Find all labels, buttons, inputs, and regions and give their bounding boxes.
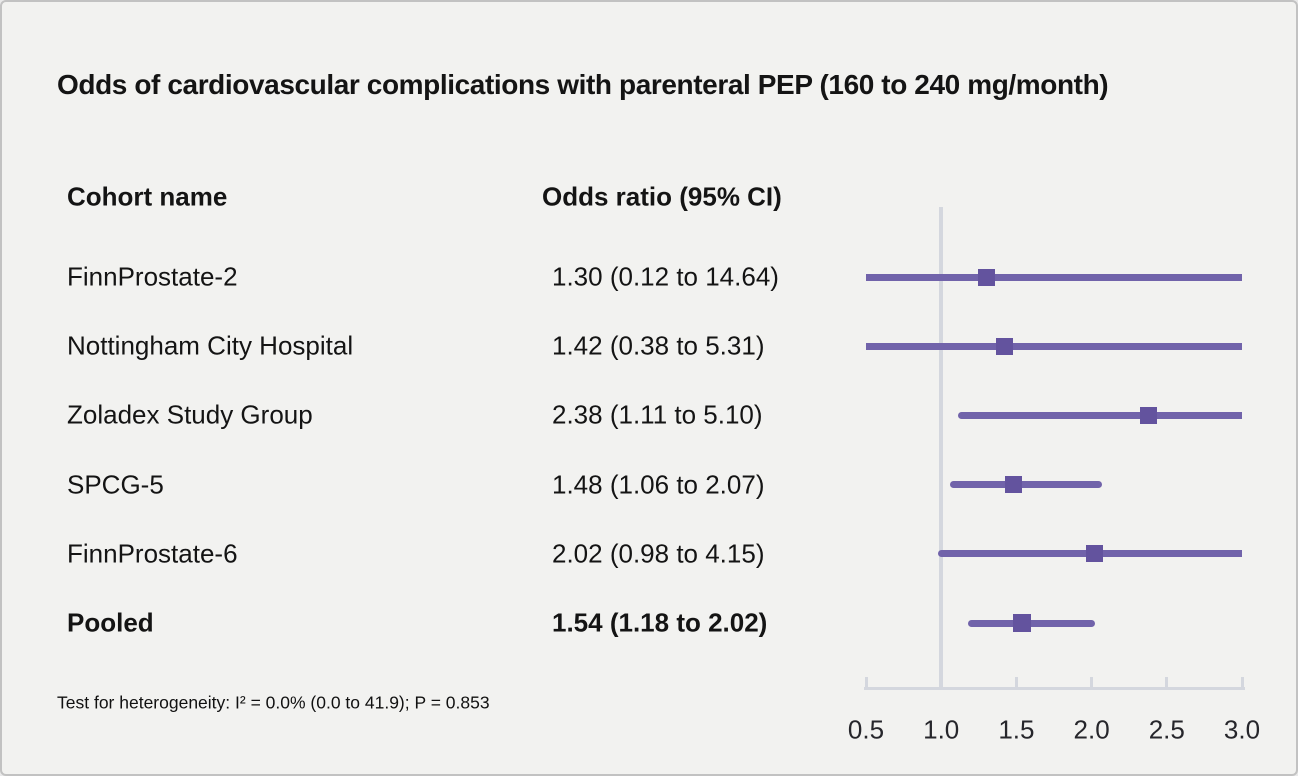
odds-ratio-marker <box>977 268 995 286</box>
odds-ratio-value: 2.38 (1.11 to 5.10) <box>552 399 763 430</box>
ci-line <box>866 342 1242 350</box>
reference-line <box>939 207 944 687</box>
odds-ratio-marker <box>1140 406 1158 424</box>
x-axis-line <box>864 687 1245 690</box>
ci-line <box>957 411 1242 419</box>
odds-ratio-value: 2.02 (0.98 to 4.15) <box>552 538 765 569</box>
column-header-odds-ratio: Odds ratio (95% CI) <box>542 181 782 212</box>
heterogeneity-footnote: Test for heterogeneity: I² = 0.0% (0.0 t… <box>57 692 490 713</box>
axis-tick <box>1090 677 1094 687</box>
odds-ratio-value: 1.42 (0.38 to 5.31) <box>552 330 765 361</box>
axis-tick-label: 1.5 <box>998 714 1035 745</box>
odds-ratio-marker <box>1086 545 1104 563</box>
odds-ratio-marker <box>1004 476 1022 494</box>
odds-ratio-value: 1.48 (1.06 to 2.07) <box>552 469 765 500</box>
axis-tick-label: 2.0 <box>1073 714 1110 745</box>
odds-ratio-value: 1.30 (0.12 to 14.64) <box>552 261 779 292</box>
axis-tick <box>1240 677 1244 687</box>
axis-tick <box>864 677 868 687</box>
ci-line <box>866 273 1242 281</box>
cohort-label: Zoladex Study Group <box>67 399 313 430</box>
cohort-label: Pooled <box>67 607 154 638</box>
axis-tick-label: 0.5 <box>847 714 885 745</box>
axis-tick-label: 2.5 <box>1148 714 1185 745</box>
ci-line <box>950 481 1103 489</box>
axis-tick <box>1014 677 1018 687</box>
chart-title: Odds of cardiovascular complications wit… <box>57 69 1109 100</box>
axis-tick <box>939 677 943 687</box>
odds-ratio-marker <box>995 337 1013 355</box>
odds-ratio-value: 1.54 (1.18 to 2.02) <box>552 607 768 638</box>
cohort-label: FinnProstate-6 <box>67 538 238 569</box>
axis-tick <box>1165 677 1169 687</box>
cohort-label: SPCG-5 <box>67 469 164 500</box>
column-header-cohort: Cohort name <box>67 181 228 212</box>
ci-line <box>968 619 1095 627</box>
odds-ratio-marker <box>1013 614 1032 632</box>
axis-tick-label: 3.0 <box>1223 714 1261 745</box>
cohort-label: FinnProstate-2 <box>67 261 238 292</box>
axis-tick-label: 1.0 <box>923 714 960 745</box>
cohort-label: Nottingham City Hospital <box>67 330 354 361</box>
